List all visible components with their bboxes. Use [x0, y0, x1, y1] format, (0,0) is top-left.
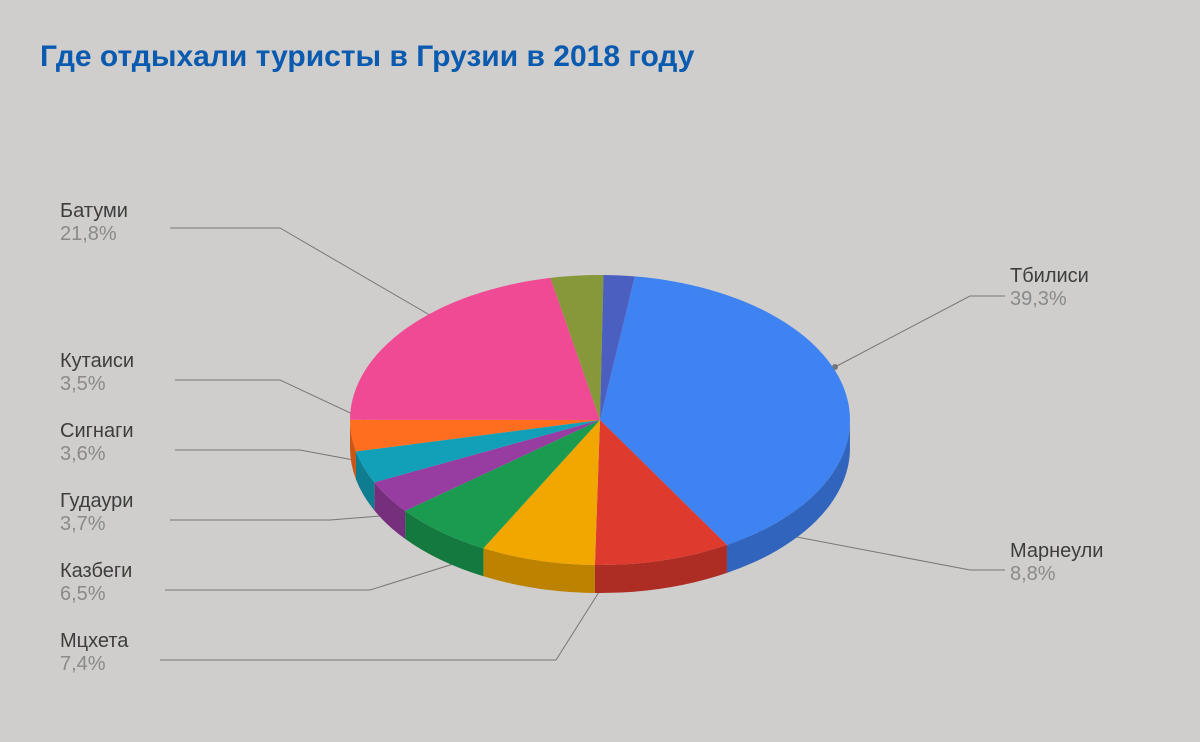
- slice-label: Батуми21,8%: [60, 200, 128, 246]
- slice-label-value: 3,7%: [60, 513, 133, 536]
- slice-label-value: 6,5%: [60, 583, 132, 606]
- slice-label-name: Казбеги: [60, 560, 132, 583]
- leader-line: [835, 296, 1005, 367]
- slice-label-name: Мцхета: [60, 630, 128, 653]
- slice-label-name: Тбилиси: [1010, 265, 1089, 288]
- slice-label-value: 39,3%: [1010, 288, 1089, 311]
- slice-label-value: 8,8%: [1010, 563, 1103, 586]
- slice-label-name: Сигнаги: [60, 420, 134, 443]
- leader-line: [170, 228, 452, 328]
- slice-label: Марнеули8,8%: [1010, 540, 1103, 586]
- pie-chart-container: Где отдыхали туристы в Грузии в 2018 год…: [0, 0, 1200, 742]
- chart-title: Где отдыхали туристы в Грузии в 2018 год…: [40, 40, 694, 74]
- slice-label-value: 3,5%: [60, 373, 134, 396]
- slice-label-value: 3,6%: [60, 443, 134, 466]
- slice-label-name: Гудаури: [60, 490, 133, 513]
- chart-svg: [0, 0, 1200, 742]
- slice-label: Тбилиси39,3%: [1010, 265, 1089, 311]
- slice-label: Гудаури3,7%: [60, 490, 133, 536]
- slice-label: Кутаиси3,5%: [60, 350, 134, 396]
- slice-label: Казбеги6,5%: [60, 560, 132, 606]
- slice-label-name: Батуми: [60, 200, 128, 223]
- pie-top: [350, 275, 850, 565]
- slice-label-name: Марнеули: [1010, 540, 1103, 563]
- slice-label: Мцхета7,4%: [60, 630, 128, 676]
- slice-label-value: 7,4%: [60, 653, 128, 676]
- slice-label-name: Кутаиси: [60, 350, 134, 373]
- slice-label: Сигнаги3,6%: [60, 420, 134, 466]
- slice-label-value: 21,8%: [60, 223, 128, 246]
